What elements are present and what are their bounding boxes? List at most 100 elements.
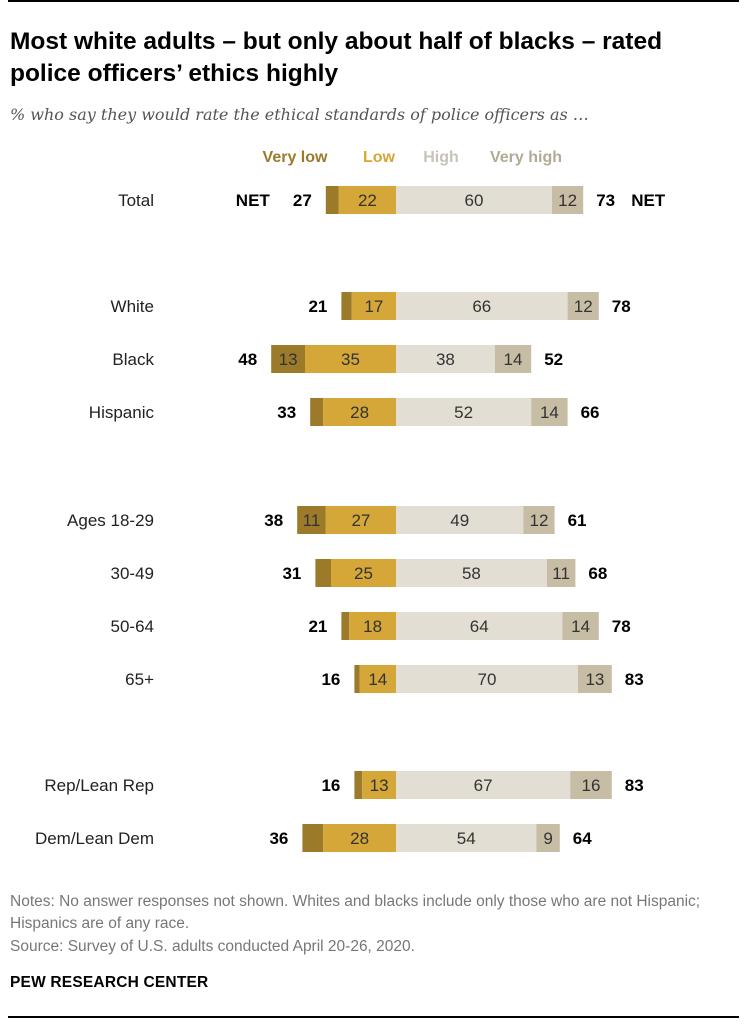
bottom-rule [8,1016,739,1018]
bar-low-hispanic [323,398,396,426]
bar-low-rep-lean-rep [362,771,396,799]
bar-very-low-rep-lean-rep [354,771,363,799]
chart-subtitle: % who say they would rate the ethical st… [10,105,589,124]
net-low-ages-18-29: 38 [264,511,283,530]
data-label-low-dem-lean-dem: 28 [350,829,369,848]
net-low-total: 27 [293,191,312,210]
data-label-very-high-dem-lean-dem: 9 [543,829,552,848]
net-high-65: 83 [625,670,644,689]
bar-very-high-black [494,345,532,373]
data-label-high-ages-18-29: 49 [450,511,469,530]
data-label-high-rep-lean-rep: 67 [474,776,493,795]
bar-very-low-ages-18-29 [297,506,326,534]
top-rule [8,0,739,2]
data-label-low-black: 35 [341,350,360,369]
bar-very-low-total [325,186,339,214]
data-label-high-dem-lean-dem: 54 [457,829,476,848]
data-label-low-hispanic: 28 [350,403,369,422]
data-label-very-high-30-49: 11 [552,564,570,583]
bar-high-black [396,345,495,373]
bar-very-high-30-49 [546,559,576,587]
data-label-low-white: 17 [364,297,383,316]
net-high-dem-lean-dem: 64 [573,829,592,848]
data-label-high-hispanic: 52 [454,403,473,422]
bar-very-low-30-49 [315,559,331,587]
bar-very-low-50-64 [341,612,350,640]
net-high-white: 78 [612,297,631,316]
net-low-rep-lean-rep: 16 [321,776,340,795]
data-label-very-high-hispanic: 14 [540,403,559,422]
bar-low-30-49 [331,559,396,587]
category-label-30-49: 30-49 [111,564,154,583]
bar-low-total [338,186,396,214]
net-high-rep-lean-rep: 83 [625,776,644,795]
bar-high-ages-18-29 [396,506,524,534]
data-label-very-high-total: 12 [558,191,577,210]
data-label-very-high-ages-18-29: 12 [530,511,549,530]
category-label-50-64: 50-64 [111,617,154,636]
bar-low-black [305,345,396,373]
chart-title: Most white adults – but only about half … [10,28,663,87]
data-label-very-low-ages-18-29: 11 [303,511,321,530]
net-low-black: 48 [238,350,257,369]
category-label-dem-lean-dem: Dem/Lean Dem [35,829,154,848]
bar-high-50-64 [396,612,563,640]
category-label-black: Black [112,350,154,369]
bar-high-65 [396,665,578,693]
net-label-right: NET [631,191,666,210]
net-low-hispanic: 33 [277,403,296,422]
bar-very-high-rep-lean-rep [570,771,612,799]
data-label-low-ages-18-29: 27 [351,511,370,530]
legend-low: Low [363,149,396,166]
bar-low-dem-lean-dem [323,824,396,852]
data-label-low-rep-lean-rep: 13 [370,776,389,795]
net-low-50-64: 21 [308,617,327,636]
chart-source: Source: Survey of U.S. adults conducted … [10,938,415,955]
bar-very-high-65 [578,665,612,693]
category-label-65: 65+ [125,670,154,689]
data-label-very-high-white: 12 [574,297,593,316]
bar-low-50-64 [349,612,396,640]
data-label-very-low-black: 13 [279,350,298,369]
bar-high-hispanic [396,398,532,426]
data-label-very-high-65: 13 [585,670,604,689]
net-label-left: NET [236,191,271,210]
bar-very-low-white [341,292,352,320]
bar-high-total [396,186,552,214]
bar-very-high-ages-18-29 [523,506,555,534]
bar-very-high-white [567,292,599,320]
data-label-high-50-64: 64 [470,617,489,636]
net-high-50-64: 78 [612,617,631,636]
net-low-30-49: 31 [282,564,301,583]
bar-very-high-dem-lean-dem [536,824,560,852]
bar-very-high-total [552,186,584,214]
bar-very-low-dem-lean-dem [302,824,324,852]
bar-very-high-50-64 [562,612,599,640]
net-high-ages-18-29: 61 [568,511,587,530]
data-label-high-65: 70 [478,670,497,689]
bar-very-high-hispanic [531,398,568,426]
bar-very-low-black [271,345,305,373]
bar-high-30-49 [396,559,547,587]
category-label-rep-lean-rep: Rep/Lean Rep [44,776,154,795]
net-low-white: 21 [308,297,327,316]
bar-very-low-65 [354,665,360,693]
data-label-low-total: 22 [358,191,377,210]
data-label-high-30-49: 58 [462,564,481,583]
chart-notes: Notes: No answer responses not shown. Wh… [10,893,701,932]
data-label-high-white: 66 [472,297,491,316]
bar-high-rep-lean-rep [396,771,571,799]
data-label-very-high-50-64: 14 [571,617,590,636]
bar-low-ages-18-29 [325,506,396,534]
bar-high-white [396,292,568,320]
bar-low-65 [359,665,396,693]
data-label-very-high-rep-lean-rep: 16 [582,776,601,795]
bar-high-dem-lean-dem [396,824,537,852]
data-label-low-65: 14 [368,670,387,689]
net-high-total: 73 [596,191,615,210]
bar-low-white [351,292,396,320]
data-label-high-black: 38 [436,350,455,369]
net-high-black: 52 [544,350,563,369]
category-label-hispanic: Hispanic [89,403,155,422]
diverging-bar-chart: Very low Low High Very high Total 22 60 12 27 73 N… [35,149,666,852]
